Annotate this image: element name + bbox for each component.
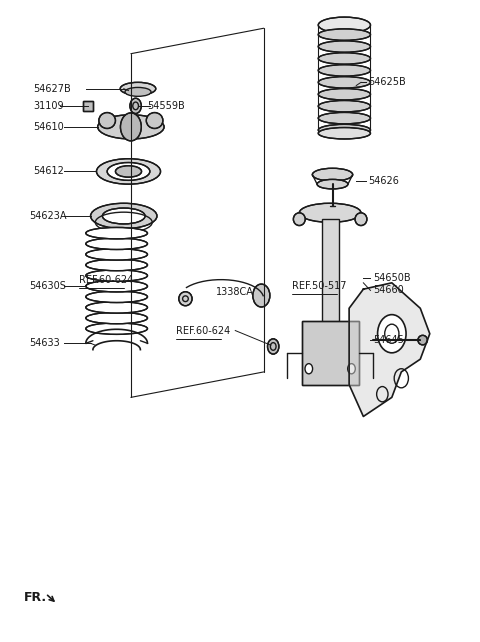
Ellipse shape [86,323,147,334]
Circle shape [378,315,406,353]
Ellipse shape [107,162,150,180]
Ellipse shape [86,227,147,239]
Ellipse shape [179,291,192,306]
Ellipse shape [293,213,305,225]
Ellipse shape [318,125,371,136]
Ellipse shape [318,112,371,124]
Text: 54630S: 54630S [29,281,66,291]
Polygon shape [349,283,430,417]
Ellipse shape [318,29,371,40]
Ellipse shape [418,335,427,345]
Text: 54660: 54660 [373,286,404,295]
Ellipse shape [102,208,145,224]
Ellipse shape [312,168,353,181]
Ellipse shape [318,53,371,64]
Ellipse shape [125,87,151,96]
Circle shape [305,363,312,374]
Ellipse shape [96,159,160,184]
Text: 54559B: 54559B [147,101,185,111]
Ellipse shape [318,100,371,112]
Text: 54610: 54610 [34,122,64,132]
Text: 54633: 54633 [29,338,60,348]
Ellipse shape [99,112,116,128]
Text: 54626: 54626 [368,176,399,186]
Ellipse shape [317,179,348,189]
Text: 1338CA: 1338CA [216,288,254,297]
Ellipse shape [318,76,371,88]
Text: REF.50-517: REF.50-517 [292,281,347,291]
Ellipse shape [318,41,371,52]
Circle shape [130,98,141,114]
Text: 54645: 54645 [373,335,404,345]
Circle shape [253,284,270,307]
Ellipse shape [318,17,371,33]
Ellipse shape [318,128,371,139]
Ellipse shape [86,291,147,302]
Ellipse shape [318,89,371,100]
Ellipse shape [86,312,147,324]
Ellipse shape [86,302,147,313]
Text: 54627B: 54627B [34,83,72,94]
Text: 54625B: 54625B [368,77,406,87]
Text: REF.60-624: REF.60-624 [176,325,230,336]
Ellipse shape [116,166,142,177]
Ellipse shape [86,270,147,281]
Ellipse shape [318,65,371,76]
Ellipse shape [300,204,361,222]
Ellipse shape [86,248,147,260]
Bar [84,101,93,111]
Ellipse shape [146,112,163,128]
Circle shape [348,363,355,374]
Text: 54650B: 54650B [373,273,410,282]
Text: REF.60-624: REF.60-624 [79,275,133,284]
Circle shape [120,113,141,141]
Ellipse shape [91,204,157,229]
Ellipse shape [355,213,367,225]
Bar [301,321,359,385]
Ellipse shape [86,281,147,292]
Text: 31109: 31109 [34,101,64,111]
Circle shape [267,339,279,354]
Bar [301,321,359,385]
Text: 54623A: 54623A [29,211,66,221]
Text: FR.: FR. [24,591,47,604]
Ellipse shape [86,238,147,250]
Bar [84,101,93,111]
Ellipse shape [97,115,164,139]
Ellipse shape [86,259,147,271]
Text: 54612: 54612 [34,166,64,177]
Bar [322,219,339,365]
Ellipse shape [120,82,156,95]
